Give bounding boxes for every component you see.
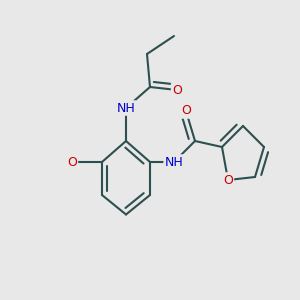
Text: O: O: [181, 104, 191, 118]
Text: NH: NH: [165, 155, 183, 169]
Text: O: O: [223, 173, 233, 187]
Text: O: O: [67, 155, 77, 169]
Text: O: O: [172, 83, 182, 97]
Text: NH: NH: [117, 101, 135, 115]
